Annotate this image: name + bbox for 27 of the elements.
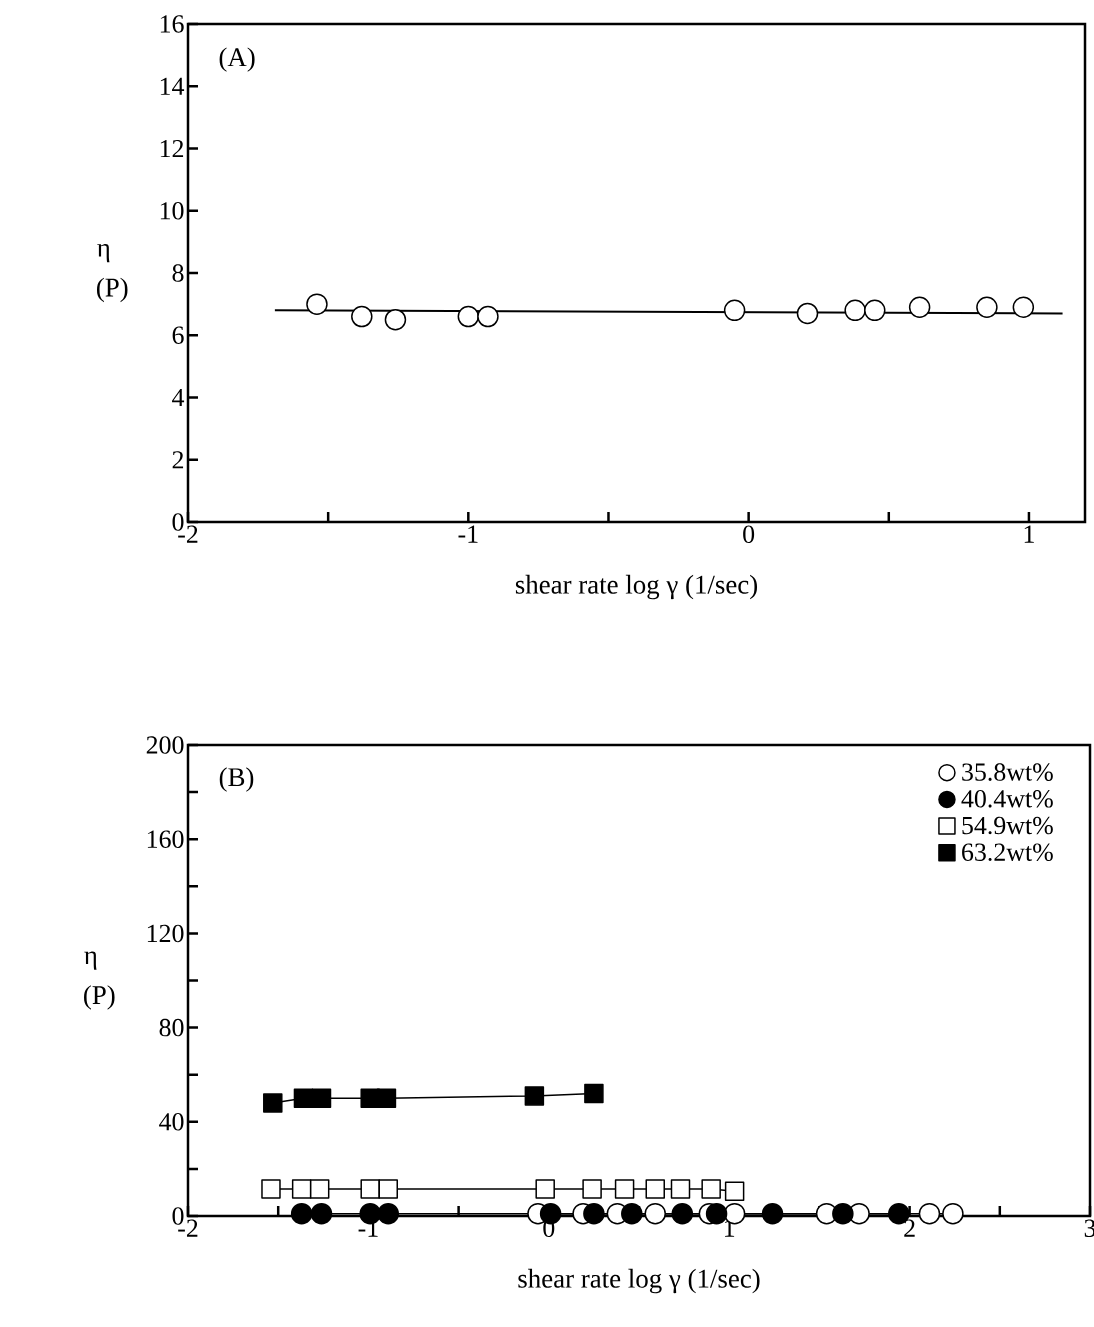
- y-tick-label: 14: [160, 77, 185, 95]
- x-tick-label: 2: [904, 1219, 915, 1237]
- legend-label: 54.9wt%: [962, 816, 1053, 835]
- y-tick-label: 8: [172, 264, 184, 282]
- y-tick-label: 80: [159, 1018, 184, 1037]
- y-tick-label: 160: [147, 830, 184, 848]
- y-axis-title: η (P): [84, 951, 115, 1010]
- y-axis-title: η (P): [96, 243, 128, 303]
- x-axis-title: shear rate log γ (1/sec): [515, 574, 758, 600]
- y-tick-label: 16: [160, 15, 184, 33]
- legend-label: 63.2wt%: [962, 843, 1053, 862]
- x-axis-title: shear rate log γ (1/sec): [518, 1268, 760, 1294]
- legend-label: 40.4wt%: [961, 790, 1053, 808]
- annotation: (A): [219, 47, 255, 72]
- y-tick-label: 10: [160, 202, 184, 220]
- y-tick-label: 200: [146, 736, 184, 754]
- y-tick-label: 2: [172, 451, 184, 469]
- annotation: (B): [219, 767, 254, 792]
- x-tick-label: 0: [743, 525, 755, 543]
- legend-label: 35.8wt%: [962, 763, 1053, 781]
- y-tick-label: 4: [172, 388, 185, 407]
- y-tick-label: 6: [172, 326, 184, 344]
- y-tick-label: 120: [147, 924, 184, 943]
- x-tick-label: 1: [1024, 525, 1034, 543]
- y-tick-label: 12: [160, 139, 184, 158]
- y-tick-label: 40: [159, 1113, 184, 1131]
- x-tick-label: -1: [458, 525, 478, 543]
